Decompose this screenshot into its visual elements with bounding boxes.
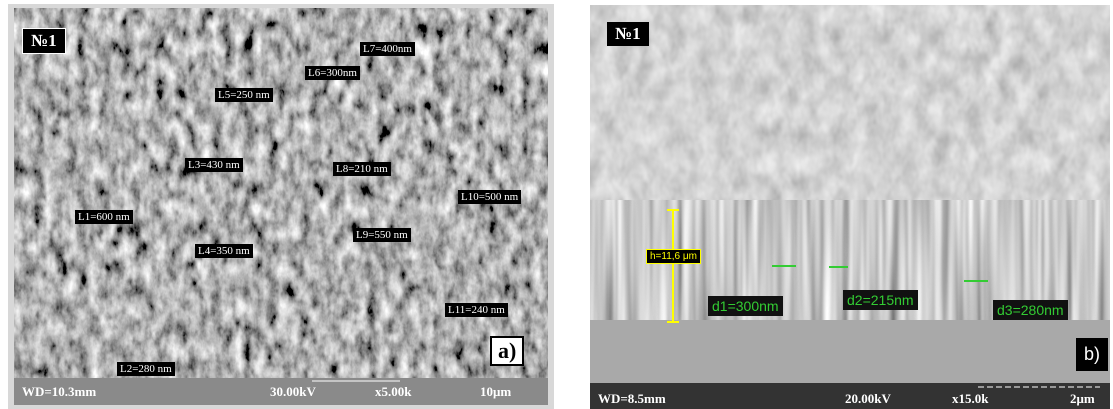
footer-text: 30.00kV — [270, 384, 316, 400]
measure-label: L10=500 nm — [458, 190, 521, 204]
measure-label: d3=280nm — [993, 300, 1068, 320]
footer-text: x5.00k — [375, 384, 411, 400]
measure-label: L7=400nm — [360, 42, 415, 56]
page: №1 L7=400nm L6=300nm L5=250 nm L3=430 nm… — [0, 0, 1113, 409]
measure-label: d2=215nm — [843, 290, 918, 310]
panel-label: b) — [1076, 338, 1108, 371]
measure-label: L8=210 nm — [333, 162, 391, 176]
footer-text: 2μm — [1070, 391, 1095, 407]
measure-label: L9=550 nm — [353, 228, 411, 242]
images — [0, 0, 1113, 409]
measure-label: L6=300nm — [305, 66, 360, 80]
measure-label: L5=250 nm — [215, 88, 273, 102]
panel-label: a) — [490, 336, 524, 366]
height-label: h=11,6 μm — [646, 249, 701, 264]
sample-label: №1 — [22, 28, 66, 54]
measure-label: L4=350 nm — [195, 244, 253, 258]
footer-text: x15.0k — [952, 391, 988, 407]
measure-label: L2=280 nm — [117, 362, 175, 376]
sample-label: №1 — [607, 22, 649, 46]
footer-text: 20.00kV — [845, 391, 891, 407]
measure-label: L3=430 nm — [185, 158, 243, 172]
footer-text: 10μm — [480, 384, 511, 400]
footer-text: WD=8.5mm — [598, 391, 666, 407]
measure-label: d1=300nm — [708, 296, 783, 316]
measure-label: L11=240 nm — [445, 303, 508, 317]
footer-text: WD=10.3mm — [22, 384, 96, 400]
sem-image-b — [590, 5, 1110, 205]
measure-label: L1=600 nm — [75, 210, 133, 224]
